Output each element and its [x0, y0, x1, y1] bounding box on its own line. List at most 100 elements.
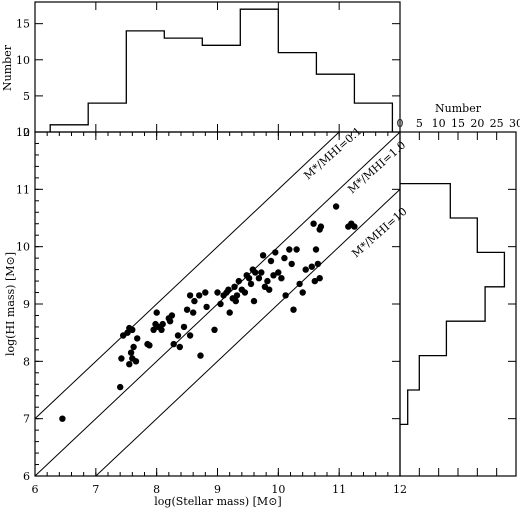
x-tick-label: 10 [271, 483, 285, 496]
data-point [250, 297, 258, 305]
top-y-tick-label: 5 [23, 90, 30, 103]
annotation-ratio-0.1: M*/MHI=0.1 [301, 125, 364, 183]
reference-line-2 [95, 188, 401, 477]
right-x-tick-label: 0 [397, 117, 404, 130]
scatter-points [59, 203, 358, 422]
data-point [202, 289, 209, 296]
right-x-tick-label: 30 [509, 117, 520, 130]
right-x-axis-label: Number [435, 102, 482, 115]
reference-line-0 [34, 131, 340, 420]
top-y-tick-label: 0 [23, 126, 30, 139]
data-point [308, 263, 315, 270]
x-tick-label: 12 [393, 483, 407, 496]
data-point [130, 343, 137, 351]
data-point [235, 277, 242, 285]
data-point [214, 289, 221, 296]
data-point [314, 260, 322, 268]
data-point [203, 303, 210, 311]
data-point [266, 286, 273, 293]
x-tick-label: 8 [153, 483, 160, 496]
data-point [196, 292, 203, 299]
main-x-axis-label: log(Stellar mass) [M⊙] [154, 495, 281, 508]
data-point [278, 275, 285, 282]
data-point [176, 343, 183, 351]
data-point [197, 352, 204, 359]
right-x-tick-label: 25 [490, 117, 504, 130]
right-x-tick-label: 5 [416, 117, 423, 130]
data-point [233, 292, 241, 299]
data-point [311, 277, 318, 285]
data-point [191, 297, 198, 305]
data-point [180, 323, 188, 331]
data-point [302, 266, 309, 273]
data-point [299, 289, 306, 296]
data-point [59, 415, 66, 422]
data-point [290, 306, 297, 313]
data-point [286, 246, 293, 253]
right-x-tick-label: 10 [432, 117, 446, 130]
data-point [190, 309, 197, 316]
data-point [225, 286, 232, 293]
right-x-ticks: 0 5 10 15 20 25 30 [397, 117, 520, 477]
data-point [134, 335, 141, 342]
main-x-ticks: 6 7 8 9 10 11 12 [32, 132, 407, 496]
data-point [267, 257, 275, 265]
data-point [153, 309, 160, 316]
data-point [258, 269, 265, 276]
data-point [158, 326, 165, 333]
top-y-axis-label: Number [1, 44, 14, 91]
data-point [270, 272, 277, 279]
data-point [150, 326, 157, 333]
data-point [351, 223, 358, 230]
data-point [288, 260, 295, 268]
x-tick-label: 9 [214, 483, 221, 496]
data-point [317, 223, 325, 230]
data-point [231, 283, 238, 290]
data-point [217, 300, 224, 308]
data-point [282, 292, 289, 299]
y-tick-label: 12 [16, 126, 30, 139]
data-point [132, 358, 140, 365]
right-histogram-steps [400, 182, 506, 426]
right-histogram-panel: 0 5 10 15 20 25 30 Number [397, 102, 520, 477]
top-histogram-steps [49, 8, 394, 132]
y-tick-label: 8 [23, 355, 30, 368]
main-y-axis-label: log(HI mass) [M⊙] [4, 252, 17, 356]
top-y-ticks: 0 5 10 15 [16, 2, 401, 139]
top-y-tick-label: 10 [16, 54, 30, 67]
data-point [174, 332, 182, 339]
data-point [255, 275, 263, 282]
data-point [275, 269, 282, 276]
y-tick-label: 10 [16, 241, 30, 254]
top-plot-frame [34, 1, 401, 133]
main-scatter-panel: 6 7 8 9 10 11 12 6 7 8 9 10 11 12 M*/MHI=0.1 M*/MHI=… [4, 125, 410, 508]
data-point [117, 383, 124, 391]
annotation-ratio-1.0: M*/MHI=1.0 [345, 139, 408, 197]
y-tick-label: 9 [23, 298, 30, 311]
x-tick-label: 7 [92, 483, 99, 496]
data-point [232, 297, 239, 305]
data-point [118, 355, 125, 362]
data-point [159, 320, 166, 328]
data-point [272, 249, 279, 256]
data-point [170, 340, 177, 348]
data-point [332, 203, 340, 210]
top-histogram-panel: 0 5 10 15 Number [1, 1, 401, 139]
data-point [259, 252, 267, 259]
data-point [211, 326, 218, 333]
data-point [245, 275, 253, 282]
data-point [293, 246, 300, 253]
data-point [186, 292, 194, 299]
data-point [296, 280, 303, 288]
data-point [241, 289, 249, 296]
data-point [166, 318, 174, 325]
right-x-tick-label: 15 [451, 117, 465, 130]
data-point [310, 220, 317, 227]
data-point [183, 306, 191, 313]
y-tick-label: 7 [23, 413, 30, 426]
data-point [281, 254, 288, 262]
x-tick-label: 11 [332, 483, 346, 496]
data-point [127, 349, 135, 356]
data-point [226, 309, 233, 316]
